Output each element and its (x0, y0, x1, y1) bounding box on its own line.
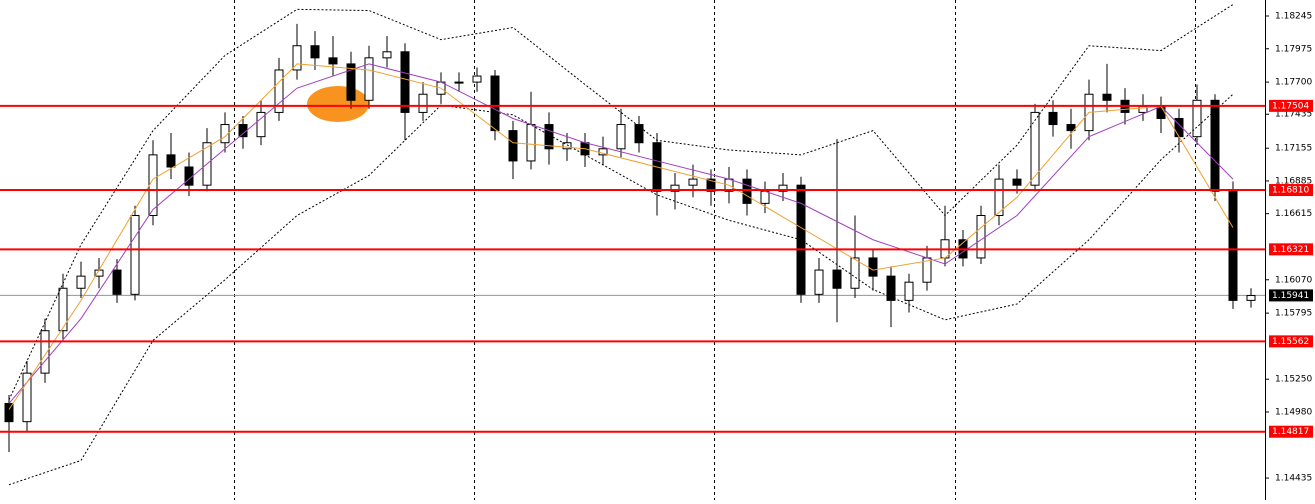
candle-body (1192, 99, 1202, 138)
y-tick-label: 1.16885 (1275, 176, 1312, 186)
candle-body (472, 75, 482, 83)
candle-body (328, 57, 338, 65)
y-tick-label: 1.15795 (1275, 309, 1312, 319)
candle-body (256, 111, 266, 138)
level-label: 1.14817 (1272, 427, 1309, 437)
y-tick-label: 1.17975 (1275, 44, 1312, 54)
level-label: 1.16321 (1272, 245, 1309, 255)
candle-body (616, 124, 626, 150)
candle-body (976, 214, 986, 259)
candle-body (706, 178, 716, 192)
candle-body (1066, 124, 1076, 132)
y-tick-label: 1.14435 (1275, 474, 1312, 484)
candle-body (670, 184, 680, 192)
candle-body (886, 275, 896, 301)
candle-body (1012, 178, 1022, 186)
level-label-box (1269, 99, 1313, 112)
level-label: 1.15562 (1272, 337, 1309, 347)
candle-body (832, 269, 842, 289)
candle-body (1228, 190, 1238, 301)
indicator-line (8, 4, 1234, 401)
candle-body (868, 257, 878, 277)
candle-body (1102, 93, 1112, 101)
candle-body (454, 81, 464, 84)
candle-body (1246, 295, 1256, 301)
y-tick-label: 1.16070 (1275, 275, 1312, 285)
highlight-marker (307, 86, 369, 122)
candle-body (634, 124, 644, 144)
current-price-label: 1.15941 (1272, 291, 1309, 301)
candle-body (1030, 111, 1040, 186)
current-price-box (1269, 289, 1313, 302)
candle-body (58, 287, 68, 332)
level-label-box (1269, 243, 1313, 256)
y-tick-label: 1.15250 (1275, 375, 1312, 385)
level-label: 1.17504 (1272, 101, 1309, 111)
candle-body (130, 214, 140, 295)
candle-body (148, 154, 158, 216)
period-separators (234, 0, 1196, 500)
candle-body (1156, 105, 1166, 119)
candle-body (814, 269, 824, 295)
level-label-box (1269, 425, 1313, 438)
indicator-line (8, 63, 1234, 410)
candle-body (490, 75, 500, 132)
indicator-line (8, 93, 1234, 486)
y-tick-label: 1.17700 (1275, 78, 1312, 88)
level-label-box (1269, 184, 1313, 197)
candle-body (1210, 99, 1220, 192)
candle-body (166, 154, 176, 168)
candle-body (904, 281, 914, 301)
candle-body (382, 51, 392, 59)
candle-body (76, 275, 86, 289)
candle-body (40, 330, 50, 374)
y-tick-label: 1.17155 (1275, 144, 1312, 154)
y-tick-label: 1.18245 (1275, 12, 1312, 22)
candle-body (562, 142, 572, 150)
y-tick-label: 1.16615 (1275, 209, 1312, 219)
candle-body (760, 190, 770, 204)
candle-body (238, 124, 248, 138)
candle-body (778, 184, 788, 192)
candle-body (742, 178, 752, 204)
candle-body (22, 372, 32, 423)
indicator-line (8, 63, 1234, 404)
candle-body (688, 178, 698, 186)
level-label: 1.16810 (1272, 186, 1309, 196)
y-tick-label: 1.14980 (1275, 407, 1312, 417)
candle-body (220, 124, 230, 144)
y-tick-label: 1.17435 (1275, 110, 1312, 120)
candle-body (184, 166, 194, 186)
candle-body (544, 124, 554, 150)
candle-body (400, 51, 410, 113)
candle-body (508, 130, 518, 162)
candle-body (310, 45, 320, 59)
candle-body (994, 178, 1004, 216)
candle-body (526, 124, 536, 162)
candle-body (346, 63, 356, 101)
candle-body (1048, 111, 1058, 126)
level-label-box (1269, 335, 1313, 348)
candle-body (274, 69, 284, 113)
candle-body (364, 57, 374, 101)
candle-body (112, 269, 122, 295)
candle-body (292, 45, 302, 71)
candle-body (4, 402, 14, 423)
candle-body (418, 93, 428, 113)
candle-body (850, 257, 860, 289)
